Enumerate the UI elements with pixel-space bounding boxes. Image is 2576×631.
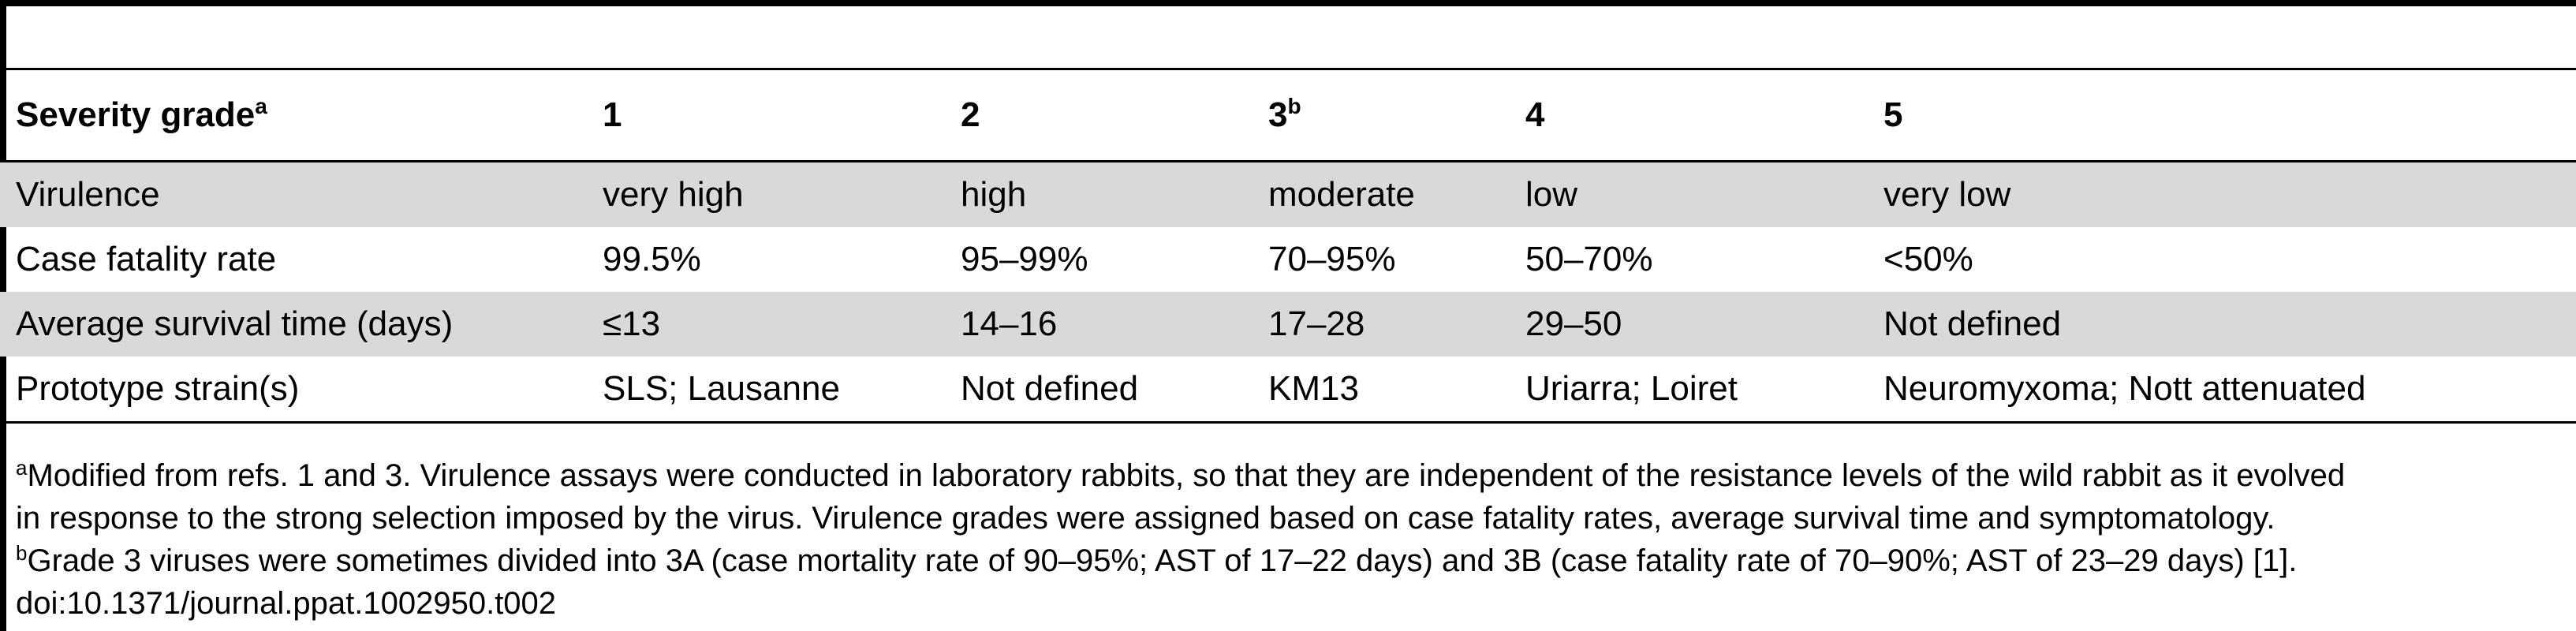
cell-grade-1: very high: [603, 175, 744, 214]
table-row-survival-time: Average survival time (days) ≤13 14–16 1…: [0, 292, 2576, 357]
footnote-marker-b: b: [1287, 94, 1301, 118]
header-grade-5: 5: [1883, 95, 1903, 134]
cell-grade-3: 70–95%: [1268, 240, 1396, 278]
header-grade-2: 2: [961, 95, 980, 134]
cell-grade-1: 99.5%: [603, 240, 701, 278]
cell-grade-2: high: [961, 175, 1027, 214]
cell-grade-3: 17–28: [1268, 304, 1365, 343]
footnote-marker-a: a: [255, 94, 267, 118]
cell-grade-4: 29–50: [1525, 304, 1622, 343]
table-header-row: Severity gradea 1 2 3b 4 5: [0, 68, 2576, 162]
row-label: Prototype strain(s): [16, 369, 300, 408]
header-grade-3: 3b: [1268, 94, 1301, 135]
row-label: Average survival time (days): [16, 304, 454, 343]
cell-grade-4: 50–70%: [1525, 240, 1653, 278]
cell-grade-5: Not defined: [1883, 304, 2062, 343]
table-row-case-fatality: Case fatality rate 99.5% 95–99% 70–95% 5…: [0, 227, 2576, 292]
doi-link[interactable]: doi:10.1371/journal.ppat.1002950.t002: [16, 586, 557, 621]
cell-grade-2: 95–99%: [961, 240, 1088, 278]
footnote-b: bGrade 3 viruses were sometimes divided …: [16, 541, 2298, 578]
cell-grade-4: low: [1525, 175, 1578, 214]
table-footnotes: aModified from refs. 1 and 3. Virulence …: [16, 454, 2571, 625]
cell-grade-1: ≤13: [603, 304, 661, 343]
cell-grade-5: Neuromyxoma; Nott attenuated: [1883, 369, 2366, 408]
cell-grade-3: moderate: [1268, 175, 1415, 214]
footnote-a-line-1: aModified from refs. 1 and 3. Virulence …: [16, 456, 2346, 493]
footnote-b-marker: b: [16, 541, 28, 565]
table-row-prototype-strains: Prototype strain(s) SLS; Lausanne Not de…: [0, 357, 2576, 424]
cell-grade-1: SLS; Lausanne: [603, 369, 840, 408]
cell-grade-3: KM13: [1268, 369, 1359, 408]
cell-grade-2: Not defined: [961, 369, 1139, 408]
footnote-a-line-2: in response to the strong selection impo…: [16, 501, 2275, 536]
table-row-virulence: Virulence very high high moderate low ve…: [0, 162, 2576, 227]
severity-grade-table: Severity gradea 1 2 3b 4 5 Virulence ver…: [0, 68, 2576, 424]
row-label: Case fatality rate: [16, 240, 277, 278]
header-grade-1: 1: [603, 95, 622, 134]
footnote-a-marker: a: [16, 456, 28, 480]
cell-grade-2: 14–16: [961, 304, 1058, 343]
row-label: Virulence: [16, 175, 160, 214]
header-label: Severity gradea: [16, 94, 267, 135]
cell-grade-5: very low: [1883, 175, 2011, 214]
top-rule: [0, 0, 2576, 6]
header-grade-4: 4: [1525, 95, 1545, 134]
cell-grade-4: Uriarra; Loiret: [1525, 369, 1738, 408]
cell-grade-5: <50%: [1883, 240, 1973, 278]
